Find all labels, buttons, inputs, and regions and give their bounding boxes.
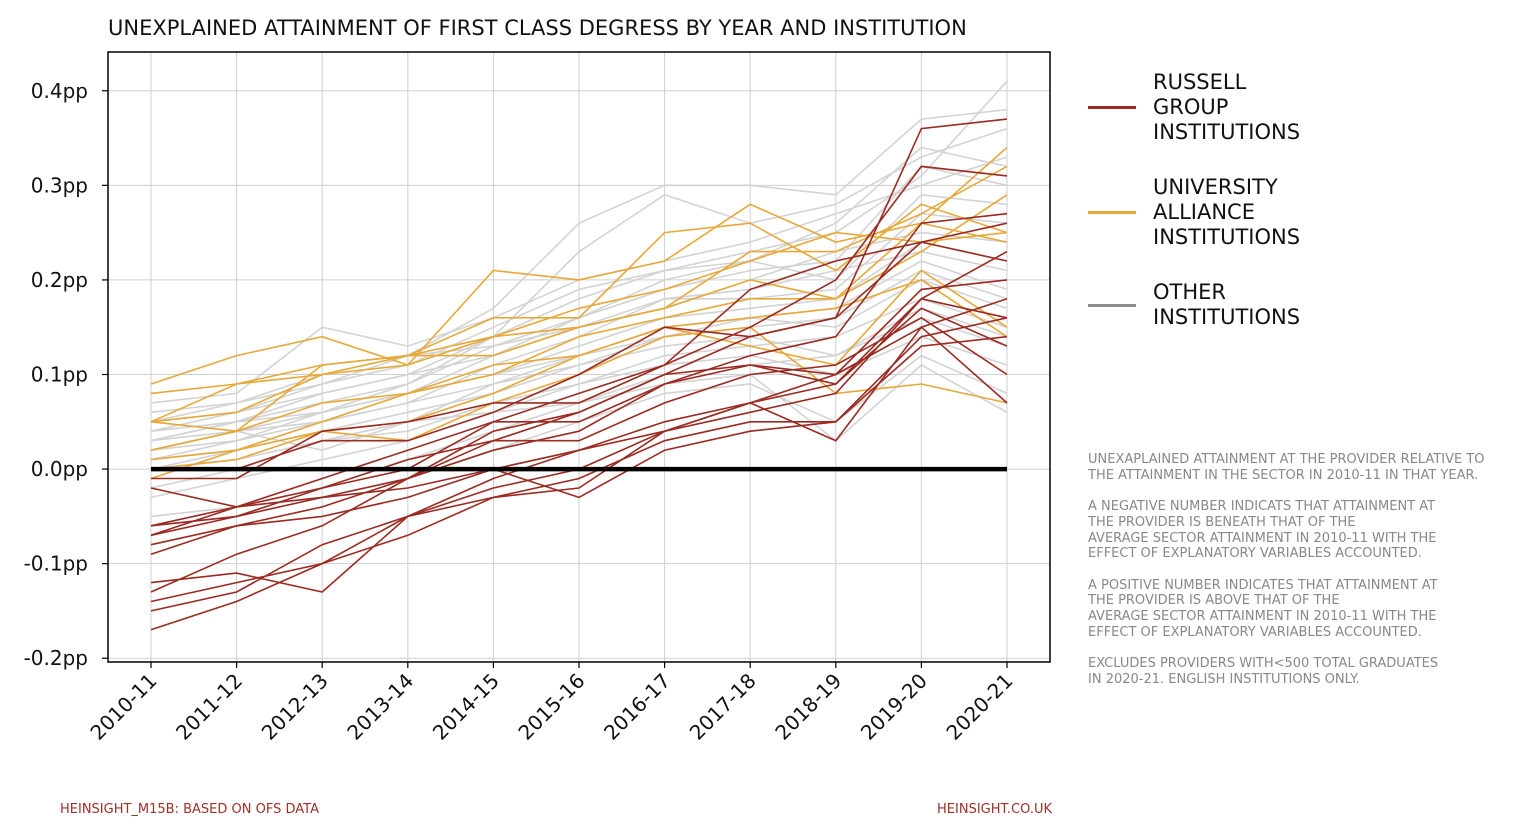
note-line: IN 2020-21. ENGLISH INSTITUTIONS ONLY. <box>1088 671 1360 687</box>
y-tick-label: 0.1pp <box>31 362 88 386</box>
series-line <box>150 241 1008 451</box>
note-line: AVERAGE SECTOR ATTAINMENT IN 2010-11 WIT… <box>1088 609 1437 624</box>
note-line: THE PROVIDER IS ABOVE THAT OF THE <box>1088 593 1340 609</box>
note-line: THE PROVIDER IS BENEATH THAT OF THE <box>1088 514 1356 530</box>
series-line <box>150 146 1008 432</box>
note-line: A NEGATIVE NUMBER INDICATS THAT ATTAINME… <box>1088 499 1436 515</box>
series-line <box>150 231 1008 395</box>
legend-entry: OTHER INSTITUTIONS <box>1088 280 1300 330</box>
legend-label: RUSSELL GROUP INSTITUTIONS <box>1153 70 1301 144</box>
series-line <box>150 298 1008 508</box>
y-tick-label: 0.3pp <box>31 173 88 197</box>
x-tick-label: 2017-18 <box>685 669 761 745</box>
legend-label: OTHER INSTITUTIONS <box>1153 280 1301 329</box>
series-line <box>150 316 1008 527</box>
x-tick-label: 2014-15 <box>428 669 504 745</box>
series-line <box>150 222 1008 451</box>
note-line: AVERAGE SECTOR ATTAINMENT IN 2010-11 WIT… <box>1088 530 1437 546</box>
note-paragraph: A NEGATIVE NUMBER INDICATS THAT ATTAINME… <box>1088 499 1485 562</box>
series-line <box>150 307 1008 451</box>
x-tick-label: 2013-14 <box>342 669 418 745</box>
x-tick-label: 2020-21 <box>941 669 1017 745</box>
legend: RUSSELL GROUP INSTITUTIONS UNIVERSITY ALL… <box>1088 70 1300 360</box>
series-line <box>150 165 1008 537</box>
plot-frame <box>107 51 1051 663</box>
series-line <box>150 80 1008 442</box>
series-line <box>151 241 1008 470</box>
note-paragraph: EXCLUDES PROVIDERS WITH<500 TOTAL GRADUA… <box>1088 656 1485 687</box>
note-line: EFFECT OF EXPLANATORY VARIABLES ACCOUNTE… <box>1088 546 1422 562</box>
footer-source: HEINSIGHT_M15B: BASED ON OFS DATA <box>60 802 319 817</box>
series-line <box>150 297 1008 593</box>
series-line <box>150 127 1008 451</box>
x-tick-label: 2019-20 <box>856 669 932 745</box>
note-paragraph: A POSITIVE NUMBER INDICATES THAT ATTAINM… <box>1088 578 1485 641</box>
note-line: A POSITIVE NUMBER INDICATES THAT ATTAINM… <box>1088 577 1438 593</box>
x-tick-label: 2018-19 <box>770 669 846 745</box>
chart-title: UNEXPLAINED ATTAINMENT OF FIRST CLASS DE… <box>108 16 967 40</box>
x-tick-label: 2012-13 <box>257 669 333 745</box>
note-line: EFFECT OF EXPLANATORY VARIABLES ACCOUNTE… <box>1088 624 1422 640</box>
y-tick-label: 0.4pp <box>31 79 88 103</box>
x-tick-label: 2011-12 <box>171 669 247 745</box>
note-line: EXCLUDES PROVIDERS WITH<500 TOTAL GRADUA… <box>1088 656 1439 672</box>
series-line <box>150 194 1008 423</box>
legend-entry: RUSSELL GROUP INSTITUTIONS <box>1088 70 1300 145</box>
legend-swatch <box>1088 211 1136 214</box>
y-tick-label: -0.1pp <box>24 552 88 576</box>
note-line: THE ATTAINMENT IN THE SECTOR IN 2010-11 … <box>1088 467 1479 483</box>
notes: UNEXAPLAINED ATTAINMENT AT THE PROVIDER … <box>1088 452 1485 703</box>
x-tick-label: 2016-17 <box>599 669 675 745</box>
chart: UNEXPLAINED ATTAINMENT OF FIRST CLASS DE… <box>24 16 1051 745</box>
series-line <box>150 269 1008 480</box>
series-line <box>151 222 1008 480</box>
series-line <box>150 326 1008 537</box>
series-line <box>150 108 1008 423</box>
series-line <box>150 335 1008 546</box>
y-tick-label: 0.0pp <box>31 457 88 481</box>
series-line <box>150 250 1008 603</box>
note-line: UNEXAPLAINED ATTAINMENT AT THE PROVIDER … <box>1088 452 1485 467</box>
legend-label: UNIVERSITY ALLIANCE INSTITUTIONS <box>1153 175 1301 249</box>
legend-entry: UNIVERSITY ALLIANCE INSTITUTIONS <box>1088 175 1300 250</box>
x-tick-label: 2010-11 <box>85 669 161 745</box>
note-paragraph: UNEXAPLAINED ATTAINMENT AT THE PROVIDER … <box>1088 452 1485 483</box>
y-tick-label: -0.2pp <box>24 646 88 670</box>
y-tick-label: 0.2pp <box>31 268 88 292</box>
x-tick-label: 2015-16 <box>513 669 589 745</box>
series-line <box>150 317 1008 631</box>
legend-swatch <box>1088 106 1136 109</box>
series-line <box>150 212 1008 555</box>
legend-swatch <box>1088 303 1136 307</box>
footer-site: HEINSIGHT.CO.UK <box>937 802 1052 817</box>
series-line <box>150 203 1008 423</box>
